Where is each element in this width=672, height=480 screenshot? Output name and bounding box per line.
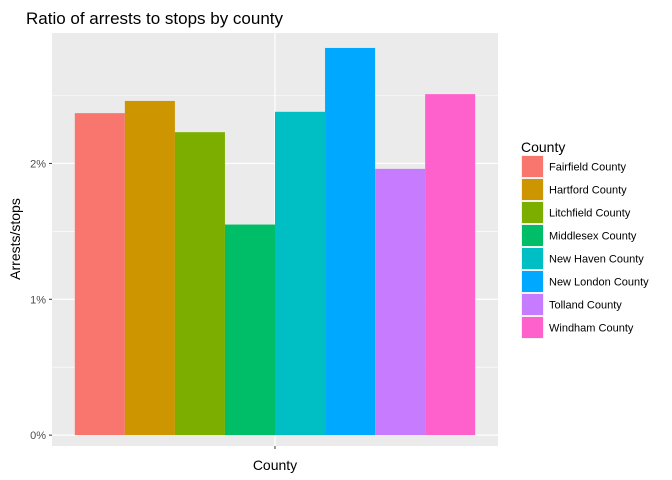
bar-5 <box>275 111 326 436</box>
x-axis-title: County <box>253 457 297 473</box>
legend-label: New London County <box>549 277 649 289</box>
legend-swatch <box>522 248 543 269</box>
bar-8 <box>425 94 476 436</box>
legend-swatch <box>522 271 543 292</box>
bar-4 <box>224 224 275 436</box>
legend: County Fairfield County Hartford County Li… <box>521 139 649 339</box>
legend-label: Fairfield County <box>549 162 627 174</box>
legend-label: Middlesex County <box>549 231 637 243</box>
bar-7 <box>375 168 426 436</box>
legend-label: Hartford County <box>549 185 627 197</box>
y-tick-label: 0% <box>30 430 46 442</box>
legend-swatch <box>522 317 543 338</box>
legend-swatch <box>522 294 543 315</box>
legend-swatch <box>522 156 543 177</box>
legend-title: County <box>521 139 565 155</box>
bar-6 <box>325 47 376 436</box>
legend-label: Tolland County <box>549 300 622 312</box>
y-tick-label: 2% <box>30 158 46 170</box>
bar-1 <box>74 113 125 436</box>
legend-swatch <box>522 202 543 223</box>
legend-label: New Haven County <box>549 254 644 266</box>
chart-title: Ratio of arrests to stops by county <box>26 9 284 28</box>
y-tick-label: 1% <box>30 294 46 306</box>
y-axis: 0% 1% 2% <box>30 158 52 442</box>
bar-2 <box>124 100 175 436</box>
legend-label: Litchfield County <box>549 208 631 220</box>
bar-3 <box>174 132 225 436</box>
legend-swatch <box>522 225 543 246</box>
legend-items: Fairfield County Hartford County Litchfiel… <box>521 155 649 339</box>
legend-swatch <box>522 179 543 200</box>
y-axis-title: Arrests/stops <box>7 198 23 280</box>
bars <box>74 47 476 436</box>
legend-label: Windham County <box>549 323 634 335</box>
